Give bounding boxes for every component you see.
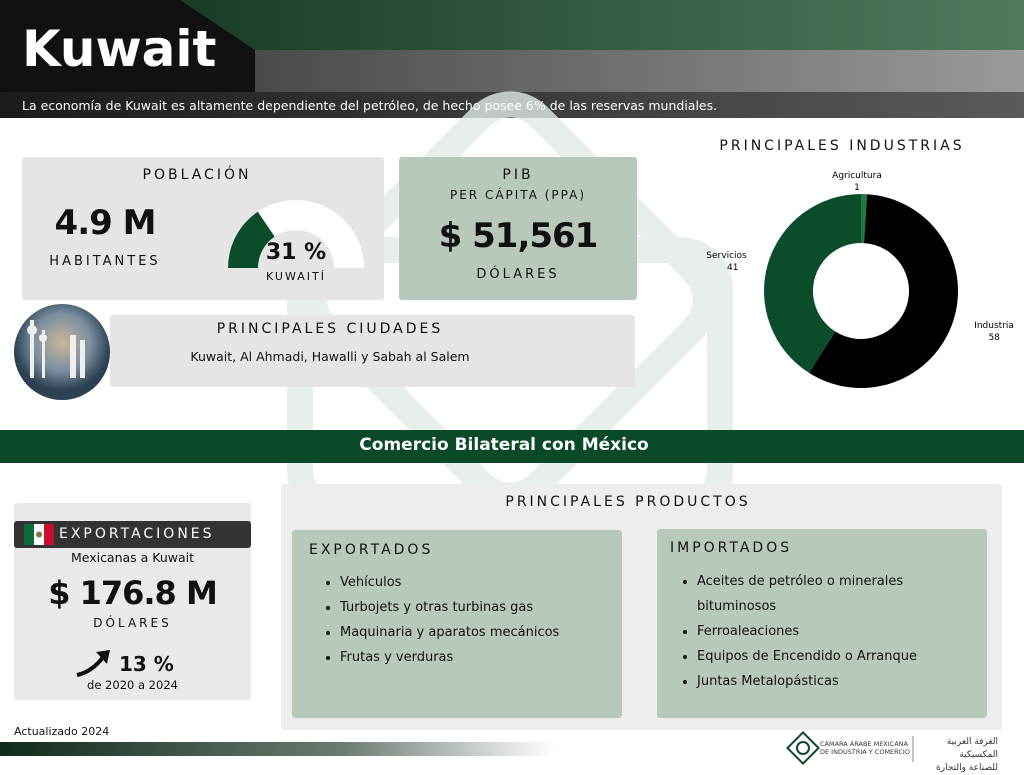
org-line: DE INDUSTRIA Y COMERCIO — [820, 748, 910, 756]
card-title: POBLACIÓN — [142, 167, 252, 183]
product-list: Aceites de petróleo o minerales bitumino… — [679, 569, 927, 694]
footer-band — [0, 742, 760, 756]
mexico-flag — [24, 524, 54, 545]
population-unit: HABITANTES — [49, 254, 161, 269]
org-line: CÁMARA ÁRABE MEXICANA — [820, 740, 908, 748]
gauge-value: 31 % — [265, 240, 327, 265]
exports-unit: DÓLARES — [93, 616, 172, 630]
donut-slice — [764, 194, 861, 373]
population-value: 4.9 M — [54, 203, 157, 243]
slice-value: 58 — [988, 333, 1000, 343]
slice-value: 1 — [854, 183, 860, 193]
exports-title-bar: EXPORTACIONES — [14, 521, 251, 548]
product-item: Equipos de Encendido o Arranque — [697, 644, 927, 669]
org-logo — [786, 731, 820, 765]
subtitle: La economía de Kuwait es altamente depen… — [22, 98, 718, 113]
growth-period: de 2020 a 2024 — [87, 678, 178, 692]
product-list: VehículosTurbojets y otras turbinas gasM… — [322, 570, 630, 670]
population-card: POBLACIÓN 4.9 M HABITANTES — [22, 157, 384, 300]
donut-slice — [861, 194, 868, 244]
product-item: Vehículos — [340, 570, 630, 595]
card-title: PRINCIPALES PRODUCTOS — [505, 494, 751, 510]
slice-value: 41 — [727, 263, 738, 273]
product-item: Turbojets y otras turbinas gas — [340, 595, 630, 620]
title-block — [0, 0, 255, 92]
org-line: للصناعة والتجارة — [936, 763, 998, 773]
updated-note: Actualizado 2024 — [14, 725, 110, 738]
gdp-card: PIB PER CÁPITA (PPA) $ 51,561 DÓLARES — [399, 157, 637, 300]
org-name-es: CÁMARA ÁRABE MEXICANA DE INDUSTRIA Y COM… — [820, 740, 910, 756]
donut-slice — [809, 194, 958, 389]
chart-title: PRINCIPALES INDUSTRIAS — [719, 138, 965, 154]
gauge-label: KUWAITÍ — [266, 270, 326, 283]
slice-label: Agricultura — [832, 171, 882, 181]
card-subtitle: PER CÁPITA (PPA) — [449, 188, 587, 202]
list-title: EXPORTADOS — [309, 542, 434, 558]
product-item: Juntas Metalopásticas — [697, 669, 927, 694]
gdp-unit: DÓLARES — [476, 267, 560, 282]
section-title: Comercio Bilateral con México — [359, 435, 649, 455]
products-card: PRINCIPALES PRODUCTOS EXPORTADOS Vehícul… — [281, 484, 1002, 730]
org-name-ar: الغرفة العربية المكسيكية للصناعة والتجار… — [918, 736, 998, 775]
slice-label: Industria — [974, 321, 1014, 331]
growth-arrow — [76, 650, 110, 677]
imported-card: IMPORTADOS Aceites de petróleo o mineral… — [657, 529, 987, 718]
gauge-fill — [228, 211, 275, 268]
product-item: Frutas y verduras — [340, 645, 630, 670]
product-item: Aceites de petróleo o minerales bitumino… — [697, 569, 927, 619]
city-towers — [27, 320, 85, 378]
cities-card: PRINCIPALES CIUDADES Kuwait, Al Ahmadi, … — [110, 315, 635, 387]
exports-title: EXPORTACIONES — [59, 526, 215, 542]
org-line: الغرفة العربية المكسيكية — [946, 737, 998, 760]
exports-value: $ 176.8 M — [48, 574, 218, 612]
exports-subtitle: Mexicanas a Kuwait — [70, 550, 195, 565]
slice-label: Servicios — [706, 251, 747, 261]
title: Kuwait — [22, 20, 217, 78]
gdp-value: $ 51,561 — [438, 216, 599, 256]
header-band — [255, 50, 1024, 92]
section-band — [0, 430, 1024, 463]
cities-list: Kuwait, Al Ahmadi, Hawalli y Sabah al Sa… — [190, 349, 470, 364]
card-title: PIB — [502, 167, 534, 183]
product-item: Ferroaleaciones — [697, 619, 927, 644]
product-item: Maquinaria y aparatos mecánicos — [340, 620, 630, 645]
city-photo — [14, 304, 110, 400]
growth-value: 13 % — [119, 652, 174, 676]
exported-card: EXPORTADOS VehículosTurbojets y otras tu… — [292, 530, 622, 718]
list-title: IMPORTADOS — [670, 540, 793, 556]
exports-card: EXPORTACIONES Mexicanas a Kuwait $ 176.8… — [14, 503, 251, 700]
card-title: PRINCIPALES CIUDADES — [216, 321, 444, 337]
